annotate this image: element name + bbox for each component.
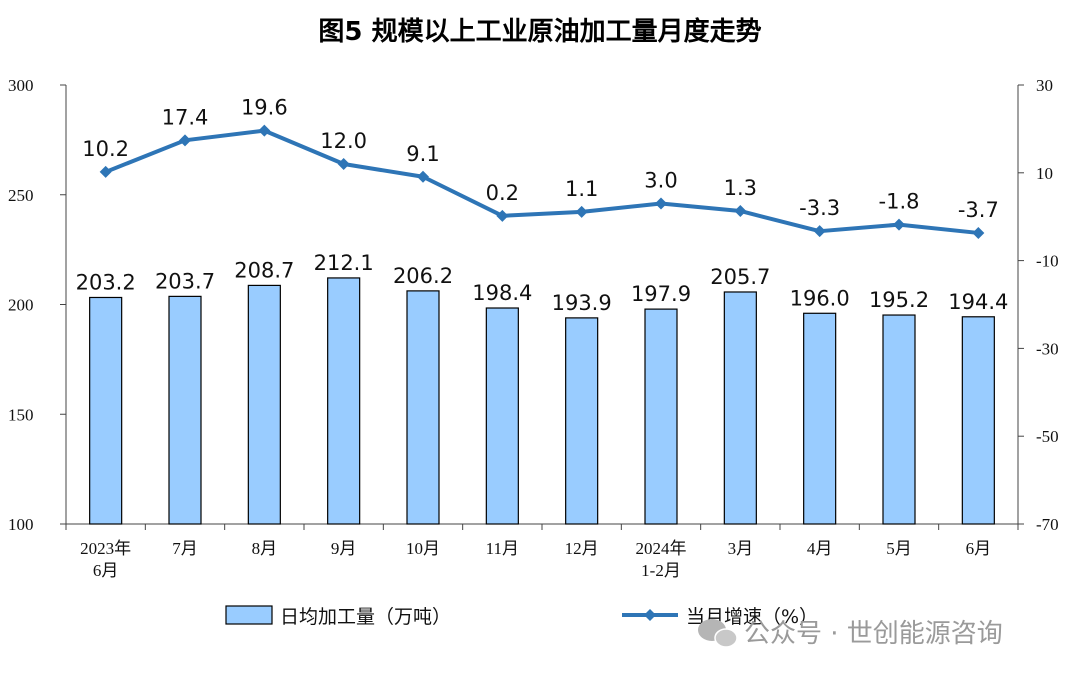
- bar: [327, 277, 361, 525]
- line-series: 10.2 17.4 19.6 12.0 9.1 0.2 1.1 3.0 1.3 -3.3 -1.8 -…: [82, 96, 999, 239]
- growth-value-label: 12.0: [320, 129, 367, 153]
- watermark: 公众号 · 世创能源咨询: [698, 619, 1003, 649]
- wechat-icon-bubble-small: [714, 628, 738, 648]
- growth-point: [496, 209, 509, 222]
- bar: [406, 290, 440, 525]
- growth-point: [575, 205, 588, 218]
- x-tick-label-line: 10月: [406, 539, 440, 558]
- bar: [168, 295, 202, 525]
- left-tick-label: 100: [8, 515, 34, 534]
- growth-point: [258, 124, 271, 137]
- x-tick-label-line: 9月: [331, 539, 357, 558]
- chart-title: 图5 规模以上工业原油加工量月度走势: [318, 16, 761, 47]
- x-tick-label: 8月: [252, 539, 278, 558]
- growth-point: [417, 170, 429, 183]
- growth-value-label: 9.1: [406, 142, 439, 166]
- growth-value-label: -1.8: [879, 190, 920, 214]
- left-tick-label: 300: [8, 76, 34, 95]
- bar-value-label: 212.1: [314, 251, 374, 275]
- growth-point: [179, 134, 191, 147]
- x-tick-label: 9月: [331, 539, 357, 558]
- growth-value-label: 1.3: [724, 176, 757, 200]
- bar: [89, 296, 123, 525]
- left-tick-label: 250: [8, 186, 34, 205]
- axes: 100 150 200 250 300 30 10 -10 -30 -50 -70 2023年 6月 7月…: [8, 76, 1059, 580]
- x-tick-label-line: 6月: [93, 561, 119, 580]
- bar-value-label: 197.9: [631, 282, 691, 306]
- bar: [485, 307, 519, 525]
- growth-value-label: 10.2: [82, 137, 129, 161]
- left-tick-label: 150: [8, 405, 34, 424]
- right-tick-label: -10: [1036, 252, 1059, 271]
- growth-value-label: -3.3: [799, 196, 840, 220]
- bar-value-label: 205.7: [710, 265, 770, 289]
- legend-bar-label: 日均加工量（万吨）: [280, 606, 451, 628]
- growth-value-label: 1.1: [565, 177, 598, 201]
- right-tick-label: 30: [1036, 76, 1053, 95]
- x-tick-label: 2023年 6月: [80, 539, 131, 580]
- x-tick-label-line: 6月: [966, 539, 992, 558]
- bar-value-label: 203.7: [155, 269, 215, 293]
- x-tick-label: 6月: [966, 539, 992, 558]
- growth-value-label: 17.4: [162, 105, 209, 129]
- bar-value-label: 194.4: [948, 290, 1008, 314]
- bar: [644, 308, 678, 525]
- growth-point: [972, 226, 985, 239]
- bar-series: 203.2 203.7 208.7 212.1 206.2 198.4 193.9 197.9…: [76, 251, 1008, 525]
- bar-value-label: 193.9: [552, 291, 612, 315]
- growth-line: [104, 128, 979, 235]
- bar-value-label: 203.2: [76, 270, 136, 294]
- bar: [247, 284, 281, 525]
- x-tick-label-line: 1-2月: [641, 561, 681, 580]
- watermark-text: 公众号 · 世创能源咨询: [744, 619, 1003, 649]
- x-tick-label-line: 12月: [565, 539, 599, 558]
- legend-line-marker: [644, 609, 656, 621]
- x-tick-label-line: 2023年: [80, 539, 131, 558]
- wechat-icon: [698, 619, 738, 648]
- x-tick-label-line: 3月: [728, 539, 754, 558]
- x-tick-label-line: 11月: [486, 539, 519, 558]
- right-tick-label: -70: [1036, 515, 1059, 534]
- x-tick-label: 10月: [406, 539, 440, 558]
- bar-value-label: 206.2: [393, 264, 453, 288]
- bar-value-label: 208.7: [234, 258, 294, 282]
- right-tick-label: 10: [1036, 164, 1053, 183]
- x-tick-label: 12月: [565, 539, 599, 558]
- x-tick-label-line: 7月: [172, 539, 198, 558]
- bar: [723, 291, 757, 525]
- right-tick-label: -50: [1036, 427, 1059, 446]
- bar: [961, 316, 995, 525]
- x-tick-label-line: 4月: [807, 539, 833, 558]
- growth-point: [99, 165, 112, 178]
- legend-bar-swatch: [225, 605, 273, 625]
- x-tick-label-line: 5月: [886, 539, 912, 558]
- x-tick-label: 7月: [172, 539, 198, 558]
- bar-value-label: 198.4: [472, 281, 532, 305]
- bar: [803, 312, 837, 525]
- growth-point: [893, 218, 905, 231]
- x-tick-label: 3月: [728, 539, 754, 558]
- growth-value-label: -3.7: [958, 198, 999, 222]
- growth-point: [813, 225, 826, 238]
- legend: 日均加工量（万吨） 当月增速（%）: [225, 605, 818, 628]
- x-tick-label-line: 2024年: [636, 539, 687, 558]
- growth-value-label: 19.6: [241, 96, 288, 120]
- left-tick-label: 200: [8, 296, 34, 315]
- bar: [882, 314, 916, 525]
- x-tick-label: 4月: [807, 539, 833, 558]
- growth-point: [734, 204, 747, 217]
- right-tick-label: -30: [1036, 339, 1059, 358]
- growth-value-label: 0.2: [486, 181, 519, 205]
- growth-value-label: 3.0: [644, 169, 677, 193]
- bar-value-label: 196.0: [790, 286, 850, 310]
- x-tick-label-line: 8月: [252, 539, 278, 558]
- bar-value-label: 195.2: [869, 288, 929, 312]
- x-tick-label: 11月: [486, 539, 519, 558]
- x-tick-label: 5月: [886, 539, 912, 558]
- growth-point: [337, 158, 350, 171]
- growth-point: [655, 197, 667, 210]
- bar: [565, 317, 599, 525]
- x-tick-label: 2024年 1-2月: [636, 539, 687, 580]
